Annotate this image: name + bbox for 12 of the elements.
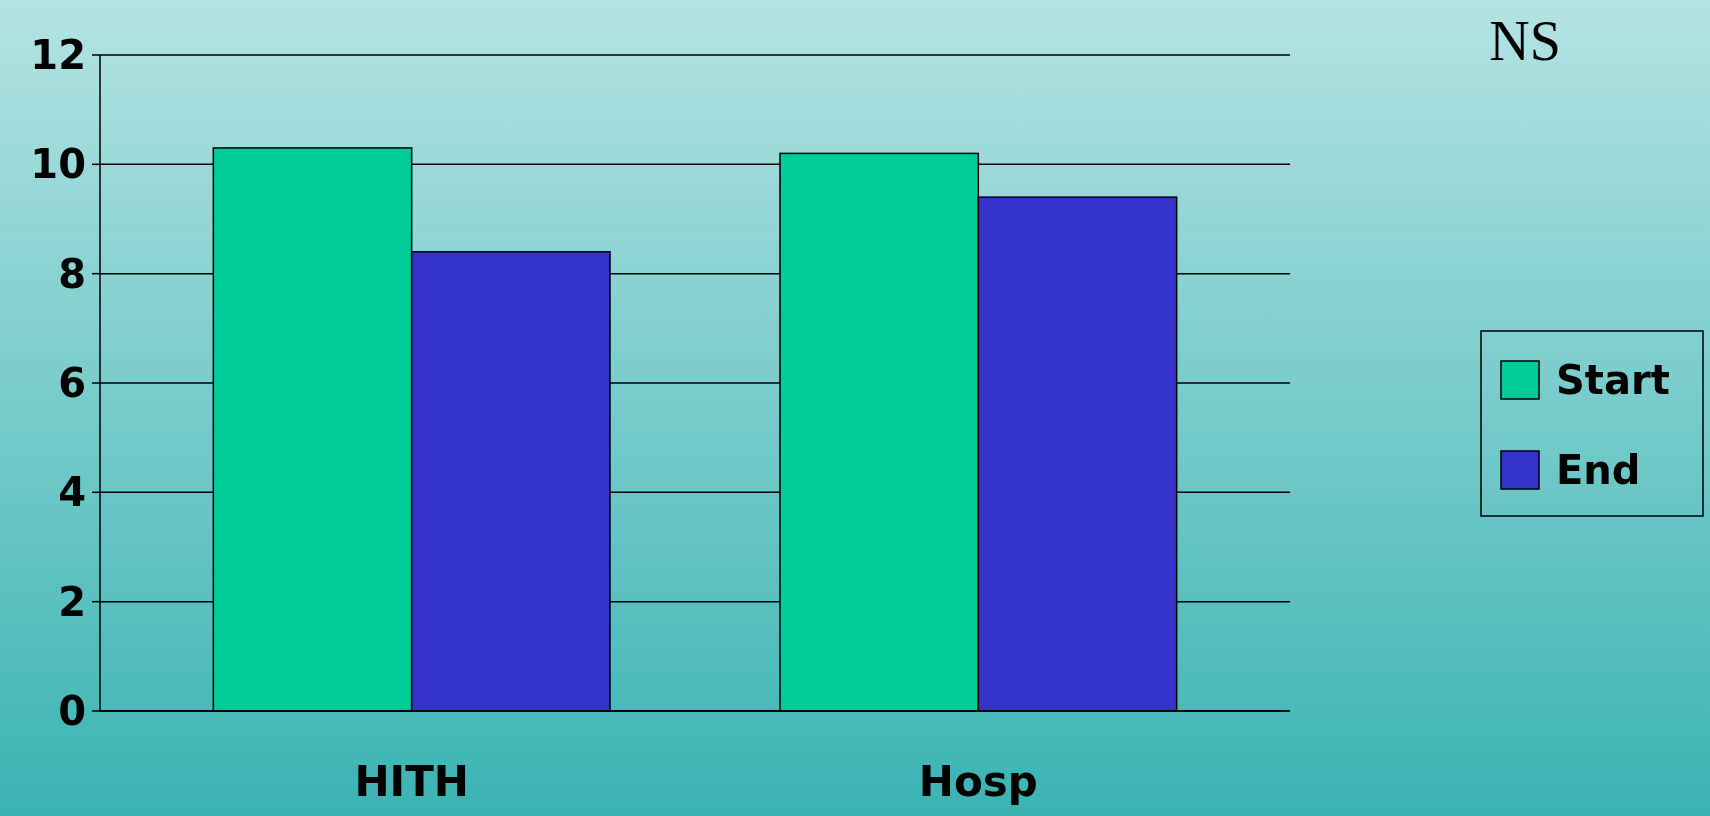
y-tick-label: 2: [58, 578, 86, 625]
y-tick-label: 6: [58, 360, 86, 406]
legend-label: Start: [1556, 357, 1670, 403]
y-tick-label: 0: [58, 688, 86, 734]
x-tick-label: Hosp: [918, 757, 1038, 806]
y-tick-label: 4: [58, 469, 86, 516]
legend-label: End: [1556, 447, 1641, 493]
x-tick-label: HITH: [354, 757, 469, 806]
y-tick-label: 8: [58, 250, 86, 297]
y-tick-label: 10: [30, 141, 86, 188]
y-tick-label: 12: [30, 32, 86, 78]
text: NS: [1489, 9, 1561, 72]
